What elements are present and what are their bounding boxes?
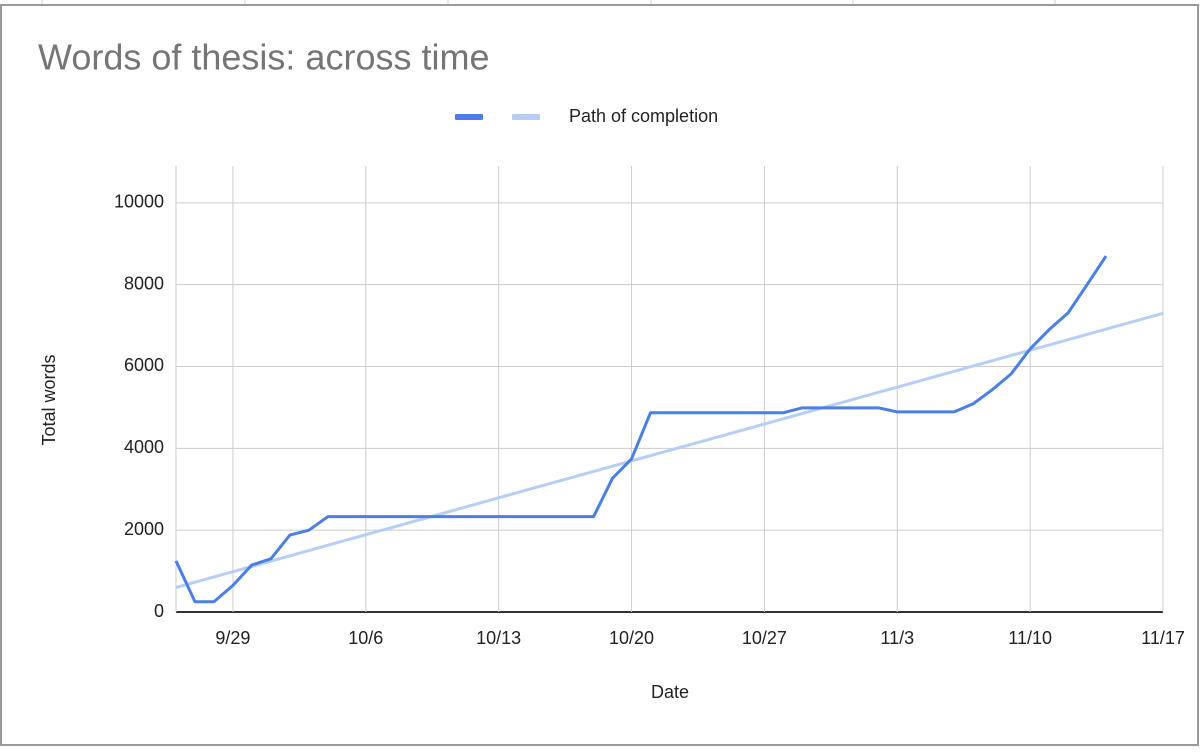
legend-label: Path of completion — [569, 106, 718, 126]
y-tick-label: 4000 — [124, 437, 164, 457]
y-tick-label: 2000 — [124, 519, 164, 539]
x-axis-label: Date — [651, 682, 689, 702]
x-tick-label: 10/6 — [348, 628, 383, 648]
chart-border — [0, 4, 1199, 746]
data-line — [174, 255, 1108, 604]
x-tick-label: 10/20 — [609, 628, 654, 648]
legend-swatch — [455, 114, 483, 120]
data-line — [175, 311, 1164, 589]
y-axis-label: Total words — [39, 354, 59, 445]
x-tick-label: 10/13 — [476, 628, 521, 648]
chart-title: Words of thesis: across time — [38, 37, 489, 78]
y-tick-label: 0 — [154, 601, 164, 621]
y-tick-label: 8000 — [124, 273, 164, 293]
x-tick-label: 11/10 — [1008, 628, 1052, 648]
x-tick-label: 9/29 — [215, 628, 250, 648]
y-tick-label: 10000 — [114, 192, 164, 212]
x-tick-label: 11/17 — [1141, 628, 1185, 648]
legend-swatch — [512, 114, 540, 120]
y-tick-label: 6000 — [124, 355, 164, 375]
x-tick-label: 10/27 — [742, 628, 787, 648]
x-tick-label: 11/3 — [880, 628, 914, 648]
